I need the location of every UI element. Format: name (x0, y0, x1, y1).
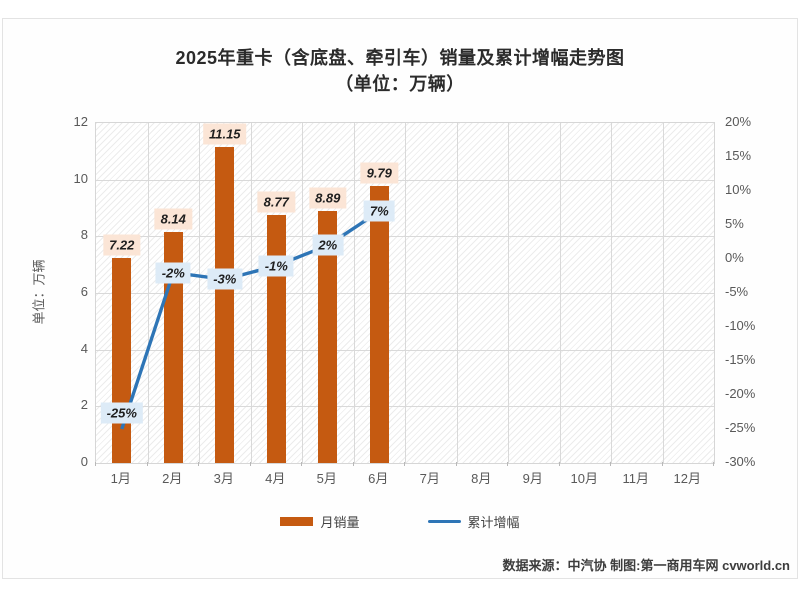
line-value-label: -1% (258, 255, 294, 277)
bar-value-label: 8.77 (257, 191, 295, 213)
x-tick-mark (146, 462, 148, 466)
left-axis-title: 单位：万辆 (31, 259, 47, 325)
x-tick-label-6月: 6月 (368, 471, 389, 486)
gridline-vertical (456, 123, 458, 463)
bar-swatch-icon (280, 517, 314, 526)
x-tick-mark (610, 462, 611, 466)
bar-value-label: 7.22 (103, 234, 141, 256)
gridline-vertical (147, 123, 149, 463)
y-right-tick-label: -20% (725, 386, 756, 401)
line-value-label: 7% (363, 200, 395, 222)
x-tick-mark (404, 462, 405, 466)
x-tick-mark (198, 462, 199, 466)
x-tick-label-10月: 10月 (570, 471, 598, 486)
bar-3月 (215, 147, 235, 463)
x-tick-mark (352, 462, 354, 466)
gridline-vertical (559, 123, 561, 463)
y-left-tick-label: 0 (80, 454, 88, 469)
line-swatch-icon (427, 520, 461, 523)
y-right-tick-label: 10% (725, 182, 752, 197)
gridline-vertical (353, 123, 355, 463)
x-tick-label-4月: 4月 (265, 471, 286, 486)
line-value-label: -25% (100, 402, 143, 424)
growth-line-series (120, 209, 381, 430)
line-value-label: 2% (312, 234, 344, 256)
gridline-vertical (199, 123, 200, 463)
x-tick-label-8月: 8月 (471, 471, 492, 486)
legend-label: 月销量 (320, 515, 360, 530)
y-right-tick-label: -30% (725, 454, 756, 469)
chart-title: 2025年重卡（含底盘、牵引车）销量及累计增幅走势图 (175, 48, 625, 68)
y-right-tick-label: 0% (725, 250, 744, 265)
x-tick-mark (455, 462, 457, 466)
gridline-vertical (662, 123, 664, 463)
line-value-label: -3% (207, 268, 243, 290)
y-left-tick-label: 6 (80, 284, 88, 299)
y-right-tick-label: 20% (725, 114, 752, 129)
x-tick-label-1月: 1月 (110, 471, 131, 486)
bar-value-label: 8.14 (154, 208, 192, 230)
y-right-tick-label: -5% (725, 284, 749, 299)
y-right-tick-label: 5% (725, 216, 744, 231)
x-tick-mark (249, 462, 251, 466)
legend-label: 累计增幅 (467, 515, 520, 530)
gridline-vertical (302, 123, 303, 463)
gridline-vertical (405, 123, 406, 463)
y-left-tick-label: 4 (80, 340, 88, 356)
plot-area: 7.22 8.14 11.15 8.77 8.89 9.79 -25% -2% -3% -1% 2%… (95, 122, 715, 464)
x-tick-label-9月: 9月 (522, 471, 543, 486)
x-tick-label-3月: 3月 (213, 471, 234, 486)
x-tick-mark (95, 462, 96, 466)
bar-value-label: 11.15 (202, 123, 247, 145)
line-value-label: -2% (155, 262, 191, 284)
y-left-tick-label: 2 (80, 397, 88, 413)
bar-4月 (266, 214, 286, 463)
y-right-tick-label: 15% (725, 148, 752, 163)
legend-item-monthly-sales: 月销量 (280, 512, 360, 531)
gridline-vertical (508, 123, 509, 463)
gridline-vertical (250, 123, 252, 463)
x-tick-label-12月: 12月 (673, 471, 701, 486)
legend-item-cumulative-growth: 累计增幅 (427, 512, 520, 531)
bar-value-label: 8.89 (309, 187, 347, 209)
bar-value-label: 9.79 (360, 162, 398, 184)
legend: 月销量 累计增幅 (0, 512, 800, 531)
x-tick-mark (661, 462, 663, 466)
x-tick-mark (301, 462, 302, 466)
x-tick-label-5月: 5月 (316, 471, 337, 486)
chart-subtitle: （单位：万辆） (335, 74, 465, 94)
x-tick-mark (558, 462, 560, 466)
y-right-tick-label: -10% (725, 318, 756, 333)
x-tick-mark (713, 462, 714, 466)
y-left-tick-label: 10 (73, 170, 88, 186)
bar-5月 (318, 211, 338, 463)
y-left-tick-label: 8 (80, 227, 88, 243)
y-right-tick-label: -15% (725, 352, 756, 367)
x-tick-mark (507, 462, 508, 466)
gridline-vertical (611, 123, 612, 463)
x-tick-label-11月: 11月 (622, 471, 650, 486)
footer-source: 数据来源：中汽协 制图:第一商用车网 cvworld.cn (502, 558, 790, 573)
y-left-tick-label: 12 (73, 114, 88, 129)
y-right-tick-label: -25% (725, 420, 756, 435)
x-tick-label-2月: 2月 (162, 471, 183, 486)
x-tick-label-7月: 7月 (419, 471, 440, 486)
bar-6月 (369, 185, 389, 463)
